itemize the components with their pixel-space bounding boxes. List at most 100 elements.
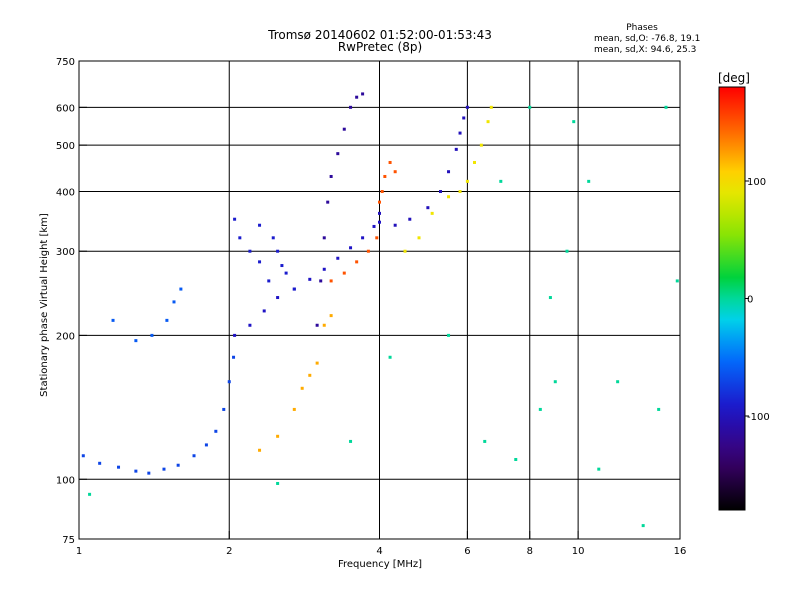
data-point <box>276 249 280 253</box>
data-point <box>308 277 312 281</box>
chart-subtitle: RwPretec (8p) <box>338 40 422 54</box>
data-point <box>276 296 280 300</box>
data-point <box>361 236 365 240</box>
x-tick-label: 2 <box>226 546 232 557</box>
data-point <box>204 443 208 447</box>
data-point <box>372 224 376 228</box>
data-point <box>514 457 518 461</box>
data-point <box>322 236 326 240</box>
data-point <box>292 287 296 291</box>
data-point <box>349 246 353 250</box>
data-point <box>664 105 668 109</box>
data-point <box>616 380 620 384</box>
data-point <box>479 143 483 147</box>
data-point <box>267 279 271 283</box>
data-point <box>248 249 252 253</box>
data-point <box>417 236 421 240</box>
data-point <box>276 481 280 485</box>
data-point <box>222 407 226 411</box>
x-tick-label: 16 <box>674 546 687 557</box>
data-point <box>355 260 359 264</box>
data-point <box>597 467 601 471</box>
x-tick-label: 4 <box>376 546 382 557</box>
x-tick-label: 6 <box>464 546 470 557</box>
x-tick-label: 10 <box>572 546 585 557</box>
data-point <box>447 170 451 174</box>
data-point <box>366 249 370 253</box>
data-point <box>342 271 346 275</box>
data-point <box>329 174 333 178</box>
data-point <box>447 195 451 199</box>
data-point <box>393 170 397 174</box>
data-point <box>192 454 196 458</box>
data-point <box>258 260 262 264</box>
data-point <box>483 439 487 443</box>
data-point <box>465 105 469 109</box>
data-point <box>675 279 679 283</box>
data-point <box>292 407 296 411</box>
data-point <box>322 323 326 327</box>
data-point <box>553 380 557 384</box>
data-point <box>258 448 262 452</box>
data-point <box>572 120 576 124</box>
data-point <box>329 314 333 318</box>
data-point <box>465 179 469 183</box>
data-point <box>233 217 237 221</box>
x-axis-label: Frequency [MHz] <box>338 559 422 570</box>
data-point <box>426 206 430 210</box>
data-point <box>657 407 661 411</box>
y-tick-label: 500 <box>56 141 75 152</box>
data-point <box>458 131 462 135</box>
y-tick-label: 750 <box>56 57 75 68</box>
data-point <box>336 256 340 260</box>
data-point <box>383 174 387 178</box>
data-point <box>458 189 462 193</box>
data-point <box>587 179 591 183</box>
colorbar-label: [deg] <box>718 71 750 85</box>
data-point <box>378 200 381 204</box>
data-point <box>499 179 503 183</box>
data-point <box>147 471 151 475</box>
data-point <box>454 147 458 151</box>
x-tick-label: 1 <box>76 546 82 557</box>
data-point <box>172 300 176 304</box>
y-tick-label: 200 <box>56 331 75 342</box>
data-point <box>117 465 121 469</box>
data-point <box>134 339 138 343</box>
data-point <box>98 461 102 465</box>
data-point <box>232 355 236 359</box>
data-point <box>162 467 166 471</box>
y-tick-label: 300 <box>56 247 75 258</box>
stats-line-x: mean, sd,X: 94.6, 25.3 <box>594 45 696 55</box>
data-point <box>284 271 288 275</box>
data-point <box>319 279 323 283</box>
data-point <box>393 223 397 227</box>
data-point <box>276 434 280 438</box>
data-point <box>408 217 412 221</box>
data-point <box>361 92 365 96</box>
data-point <box>565 249 569 253</box>
data-point <box>355 95 359 99</box>
chart-title: Tromsø 20140602 01:52:00-01:53:43 <box>267 28 492 42</box>
data-point <box>447 333 451 337</box>
data-point <box>227 380 231 384</box>
data-point <box>214 429 218 433</box>
data-point <box>258 223 262 227</box>
data-point <box>538 407 542 411</box>
data-point <box>403 249 407 253</box>
colorbar-tick-label: 0 <box>747 295 753 306</box>
data-point <box>315 361 319 365</box>
data-point <box>439 189 443 193</box>
data-point <box>179 287 183 291</box>
x-tick-label: 8 <box>527 546 533 557</box>
data-point <box>486 120 490 124</box>
data-point <box>280 264 284 268</box>
data-point <box>88 492 92 496</box>
colorbar <box>718 86 746 511</box>
data-point <box>165 318 169 322</box>
data-point <box>462 116 466 120</box>
data-point <box>111 318 115 322</box>
data-point <box>430 211 434 215</box>
data-point <box>380 189 384 193</box>
